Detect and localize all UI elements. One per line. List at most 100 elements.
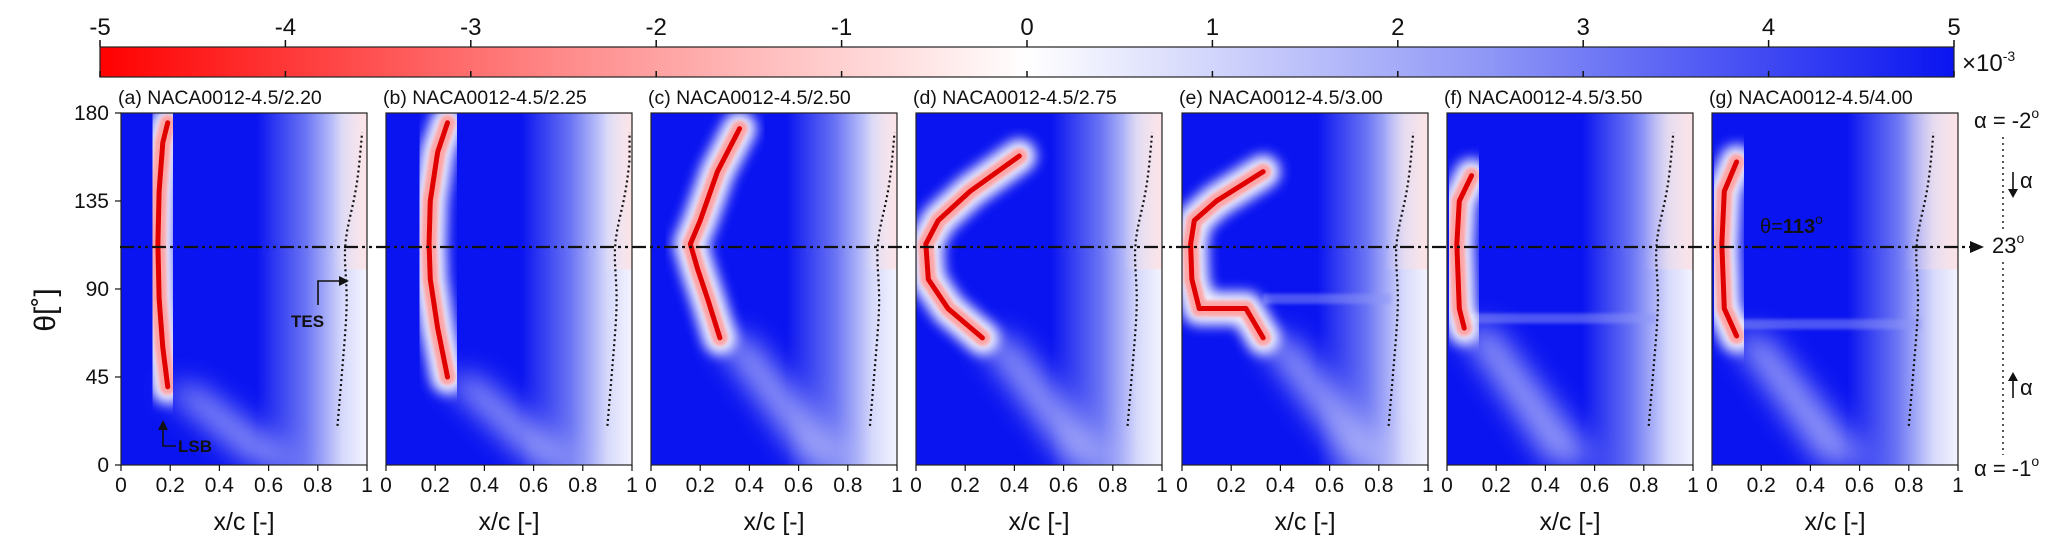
panel-field (1447, 113, 1693, 465)
panel-title: (d) NACA0012-4.5/2.75 (913, 87, 1117, 109)
field-split-band (1464, 313, 1657, 324)
te-pink-region (1903, 113, 1958, 270)
te-pink-region (1122, 113, 1162, 270)
tes-annotation: TES (291, 276, 349, 331)
colorbar-unit-exponent: -3 (2003, 48, 2016, 64)
alpha-down-arrowhead (2008, 189, 2018, 198)
x-tick-label: 0.4 (735, 474, 765, 497)
colorbar-tick-label: -3 (460, 14, 481, 41)
x-tick-label: 0 (115, 474, 127, 497)
x-tick-label: 0.8 (1098, 474, 1127, 497)
panel-title: (c) NACA0012-4.5/2.50 (648, 87, 851, 109)
panels: (a) NACA0012-4.5/2.20 0 0.2 0.4 0.6 0.8 1 x/c [… (74, 87, 1964, 536)
x-tick-label: 0.8 (568, 474, 597, 497)
colorbar: -5 -4 -3 -2 -1 0 1 2 3 4 5 ×10-3 (89, 14, 2015, 78)
x-tick-label: 1 (891, 474, 903, 497)
alpha-top-label: α = -2o (1974, 105, 2039, 133)
lsb-arrowhead (158, 420, 168, 430)
field-wake-band (1731, 335, 1872, 465)
colorbar-tick-label: 1 (1206, 14, 1219, 41)
x-tick-label: 0.2 (951, 474, 980, 497)
tes-curve (1647, 132, 1675, 426)
x-tick-label: 0.2 (686, 474, 715, 497)
lsb-core (1188, 169, 1266, 341)
panel: (d) NACA0012-4.5/2.75 0 0.2 0.4 0.6 0.8 1 x/c [… (910, 87, 1168, 536)
theta-reference: θ=113o (120, 211, 1984, 253)
panel: (g) NACA0012-4.5/4.00 0 0.2 0.4 0.6 0.8 1 x/c [… (1706, 87, 1964, 536)
x-tick-label: 1 (1422, 474, 1434, 497)
panel: (e) NACA0012-4.5/3.00 0 0.2 0.4 0.6 0.8 1 x/c [… (1176, 87, 1434, 536)
x-tick-label: 0.4 (1796, 474, 1826, 497)
x-tick-label: 0 (1176, 474, 1188, 497)
x-tick-label: 0.6 (1315, 474, 1344, 497)
tes-arrow (317, 280, 342, 305)
x-tick-label: 0.2 (1482, 474, 1511, 497)
alpha-mid-label: 23o (1992, 230, 2024, 258)
colorbar-tick-label: -2 (646, 14, 667, 41)
panel-frame (385, 112, 633, 466)
y-tick-label: 135 (74, 190, 109, 213)
x-tick-label: 1 (1687, 474, 1699, 497)
theta-reference-arrowhead (1970, 241, 1984, 253)
field-wake-band (162, 386, 304, 465)
x-tick-label: 0.2 (1217, 474, 1246, 497)
colorbar-tick-label: -1 (831, 14, 852, 41)
field-wake-band (714, 337, 856, 465)
panel: (b) NACA0012-4.5/2.25 0 0.2 0.4 0.6 0.8 1 x/c [… (380, 87, 638, 536)
field-wake-band (442, 377, 583, 465)
tes-curve (1126, 132, 1154, 426)
y-tick-label: 180 (74, 102, 109, 125)
lsb-core (426, 120, 450, 380)
panel-field (386, 113, 632, 465)
panel-field (121, 113, 367, 465)
x-axis-label: x/c [-] (743, 508, 804, 536)
colorbar-ticks: -5 -4 -3 -2 -1 0 1 2 3 4 5 (89, 14, 1961, 77)
colorbar-tick-label: 5 (1947, 14, 1960, 41)
tes-arrowhead (339, 276, 349, 286)
x-tick-label: 1 (626, 474, 638, 497)
tes-curve (868, 132, 896, 426)
x-tick-label: 0 (380, 474, 392, 497)
x-tick-label: 0.4 (205, 474, 235, 497)
y-tick-label: 45 (86, 366, 109, 389)
tes-curve (606, 132, 631, 426)
x-tick-label: 0.2 (156, 474, 185, 497)
lsb-core (1454, 173, 1475, 331)
x-tick-label: 0.4 (1266, 474, 1296, 497)
x-tick-label: 0.8 (303, 474, 332, 497)
theta-reference-label: θ=113o (1760, 211, 1823, 238)
x-tick-label: 0.8 (1894, 474, 1923, 497)
x-tick-label: 0.8 (1364, 474, 1393, 497)
x-tick-label: 1 (1952, 474, 1964, 497)
panel-field (1712, 113, 1958, 465)
tes-curve (336, 132, 364, 426)
colorbar-tick-label: 0 (1020, 14, 1033, 41)
panel-frame (1446, 112, 1694, 466)
panel-frame (1181, 112, 1429, 466)
y-tick-label: 90 (86, 278, 109, 301)
tes-curve (1907, 132, 1935, 426)
x-tick-label: 0 (1706, 474, 1718, 497)
x-tick-label: 0 (645, 474, 657, 497)
te-pink-region (1643, 113, 1693, 270)
panel-field (651, 113, 897, 465)
colorbar-unit-label: ×10-3 (1962, 48, 2015, 77)
x-tick-label: 0.6 (254, 474, 283, 497)
alpha-axis: α = -2o 23o α = -1o α α (1974, 105, 2039, 481)
lsb-arrow (162, 428, 176, 447)
x-axis-label: x/c [-] (1274, 508, 1335, 536)
x-tick-label: 1 (1156, 474, 1168, 497)
te-pink-region (864, 113, 897, 270)
tes-label: TES (291, 312, 324, 331)
x-tick-label: 0.6 (784, 474, 813, 497)
panel: (a) NACA0012-4.5/2.20 0 0.2 0.4 0.6 0.8 1 x/c [… (74, 87, 373, 536)
x-tick-label: 0.4 (470, 474, 500, 497)
lsb-core (923, 153, 1022, 341)
colorbar-tick-label: 4 (1762, 14, 1775, 41)
panel-field (1182, 113, 1428, 465)
panel-field (916, 113, 1162, 465)
x-tick-label: 0.2 (1747, 474, 1776, 497)
x-tick-label: 0.6 (519, 474, 548, 497)
te-pink-region (332, 113, 367, 270)
